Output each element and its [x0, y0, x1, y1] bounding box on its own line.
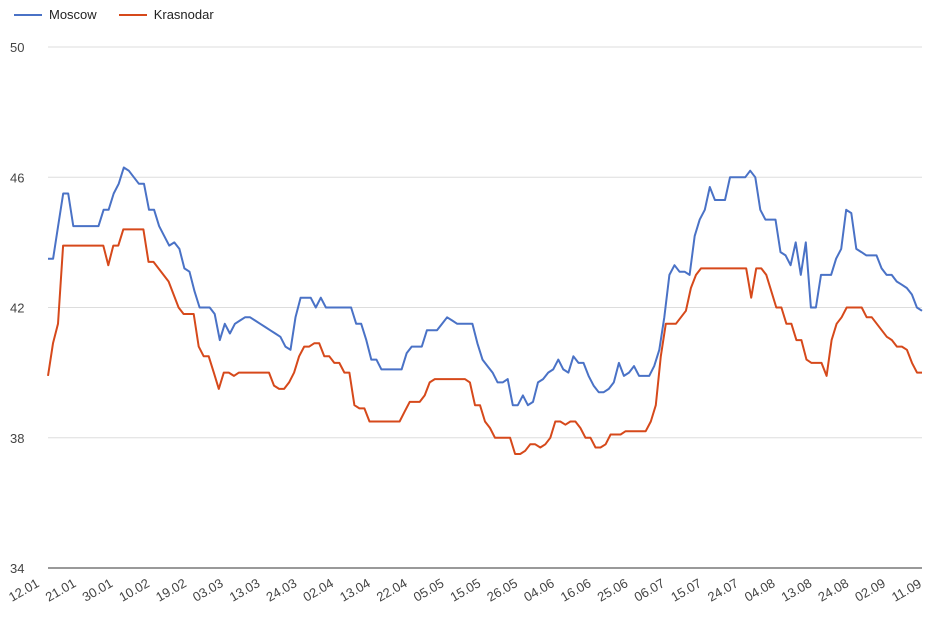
legend-item-moscow: Moscow — [14, 7, 97, 22]
chart-legend: Moscow Krasnodar — [14, 7, 214, 22]
x-tick-label: 05.05 — [411, 575, 447, 604]
x-tick-label: 12.01 — [6, 575, 42, 604]
x-tick-label: 24.03 — [264, 575, 300, 604]
x-tick-label: 10.02 — [116, 575, 152, 604]
x-tick-label: 24.07 — [705, 575, 741, 604]
x-tick-label: 21.01 — [43, 575, 79, 604]
x-tick-label: 04.06 — [521, 575, 557, 604]
legend-item-krasnodar: Krasnodar — [118, 7, 214, 22]
legend-label-krasnodar: Krasnodar — [153, 7, 214, 22]
y-tick-label: 34 — [10, 561, 24, 576]
x-tick-label: 30.01 — [80, 575, 116, 604]
legend-swatch-krasnodar — [118, 13, 147, 16]
x-tick-label: 04.08 — [742, 575, 778, 604]
y-tick-label: 46 — [10, 170, 24, 185]
x-tick-label: 11.09 — [889, 576, 924, 605]
x-tick-label: 15.05 — [448, 575, 484, 604]
x-tick-label: 15.07 — [668, 575, 704, 604]
x-tick-label: 26.05 — [484, 575, 520, 604]
x-tick-label: 16.06 — [558, 575, 594, 604]
x-tick-label: 13.03 — [227, 575, 263, 604]
y-tick-label: 38 — [10, 431, 24, 446]
x-tick-label: 25.06 — [595, 575, 631, 604]
x-tick-label: 19.02 — [153, 575, 189, 604]
y-tick-label: 50 — [10, 40, 24, 55]
legend-swatch-moscow — [14, 13, 42, 16]
x-tick-label: 02.09 — [852, 575, 888, 604]
x-tick-label: 03.03 — [190, 575, 226, 604]
x-tick-label: 06.07 — [631, 575, 667, 604]
x-tick-label: 13.04 — [337, 575, 373, 604]
series-line-krasnodar — [47, 228, 922, 455]
y-tick-label: 42 — [10, 301, 24, 316]
x-tick-label: 22.04 — [374, 575, 410, 604]
x-tick-label: 13.08 — [779, 575, 815, 604]
x-tick-label: 02.04 — [300, 575, 336, 604]
legend-label-moscow: Moscow — [49, 7, 97, 22]
series-line-moscow — [48, 166, 923, 407]
x-tick-label: 24.08 — [815, 575, 851, 604]
